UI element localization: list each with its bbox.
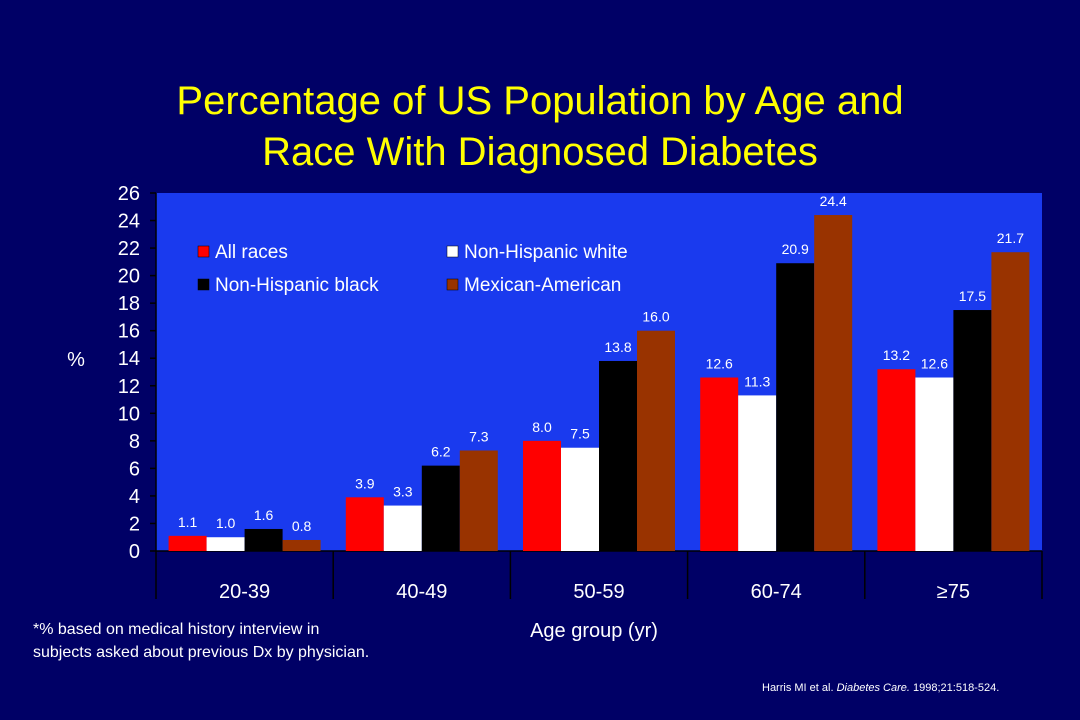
data-label: 13.2 <box>883 347 910 363</box>
bar <box>953 310 992 551</box>
x-tick-label: 50-59 <box>573 581 624 603</box>
bar <box>637 330 675 551</box>
y-tick-label: 10 <box>118 403 140 425</box>
bar <box>814 215 853 551</box>
data-label: 6.2 <box>431 444 451 460</box>
chart-title: Percentage of US Population by Age and R… <box>0 76 1080 178</box>
legend-label: Non-Hispanic white <box>464 242 628 263</box>
legend-label: Non-Hispanic black <box>215 275 379 296</box>
data-label: 17.5 <box>959 288 986 304</box>
x-tick-label: 40-49 <box>396 581 447 603</box>
legend-label: All races <box>215 242 288 263</box>
citation-authors: Harris MI et al. <box>762 682 837 694</box>
data-label: 0.8 <box>292 518 312 534</box>
bar <box>561 447 599 551</box>
citation: Harris MI et al. Diabetes Care. 1998;21:… <box>762 682 999 694</box>
data-label: 24.4 <box>820 193 847 209</box>
bar <box>915 377 954 551</box>
y-tick-label: 20 <box>118 266 140 288</box>
y-tick-label: 12 <box>118 376 140 398</box>
citation-details: 1998;21:518-524. <box>909 682 1000 694</box>
y-tick-label: 24 <box>118 211 140 233</box>
bar <box>523 440 561 551</box>
title-line-1: Percentage of US Population by Age and <box>176 79 904 123</box>
footnote-line-1: *% based on medical history interview in <box>33 621 320 638</box>
x-axis-label: Age group (yr) <box>530 620 658 642</box>
bar <box>421 465 460 551</box>
data-label: 3.9 <box>355 475 375 491</box>
y-tick-label: 26 <box>118 183 140 205</box>
bar <box>776 263 815 551</box>
data-label: 3.3 <box>393 484 413 500</box>
bar <box>738 395 777 551</box>
legend-swatch <box>197 278 210 291</box>
data-label: 12.6 <box>921 356 948 372</box>
x-tick-label: ≥75 <box>937 581 970 603</box>
data-label: 8.0 <box>532 419 552 435</box>
legend-swatch <box>197 245 210 258</box>
y-tick-label: 16 <box>118 321 140 343</box>
data-label: 1.0 <box>216 515 236 531</box>
data-label: 7.3 <box>469 428 489 444</box>
citation-journal: Diabetes Care. <box>836 682 910 694</box>
y-tick-label: 6 <box>129 458 140 480</box>
x-tick-label: 20-39 <box>219 581 270 603</box>
bar <box>877 369 916 551</box>
bar <box>700 377 739 551</box>
data-label: 12.6 <box>706 356 733 372</box>
bar <box>459 450 498 551</box>
bar <box>383 505 422 551</box>
data-label: 1.1 <box>178 514 198 530</box>
y-tick-label: 2 <box>129 513 140 535</box>
bar <box>282 539 321 551</box>
footnote: *% based on medical history interview in… <box>33 618 369 664</box>
legend-swatch <box>446 245 459 258</box>
y-tick-label: 4 <box>129 486 140 508</box>
legend-label: Mexican-American <box>464 275 621 296</box>
title-line-2: Race With Diagnosed Diabetes <box>262 130 818 174</box>
y-tick-label: 18 <box>118 293 140 315</box>
data-label: 7.5 <box>570 426 590 442</box>
bar <box>599 360 637 551</box>
bar <box>206 537 245 551</box>
data-label: 21.7 <box>997 230 1024 246</box>
bar <box>168 535 207 551</box>
y-axis-label: % <box>67 349 85 371</box>
data-label: 16.0 <box>642 309 669 325</box>
y-tick-label: 14 <box>118 348 140 370</box>
y-tick-label: 8 <box>129 431 140 453</box>
y-tick-label: 22 <box>118 238 140 260</box>
bar <box>991 252 1030 551</box>
data-label: 1.6 <box>254 507 274 523</box>
y-tick-label: 0 <box>129 541 140 563</box>
bar <box>244 528 283 551</box>
footnote-line-2: subjects asked about previous Dx by phys… <box>33 644 370 661</box>
legend-swatch <box>446 278 459 291</box>
data-label: 20.9 <box>782 241 809 257</box>
data-label: 11.3 <box>744 373 770 389</box>
data-label: 13.8 <box>604 339 631 355</box>
x-tick-label: 60-74 <box>751 581 802 603</box>
bar <box>345 497 384 551</box>
